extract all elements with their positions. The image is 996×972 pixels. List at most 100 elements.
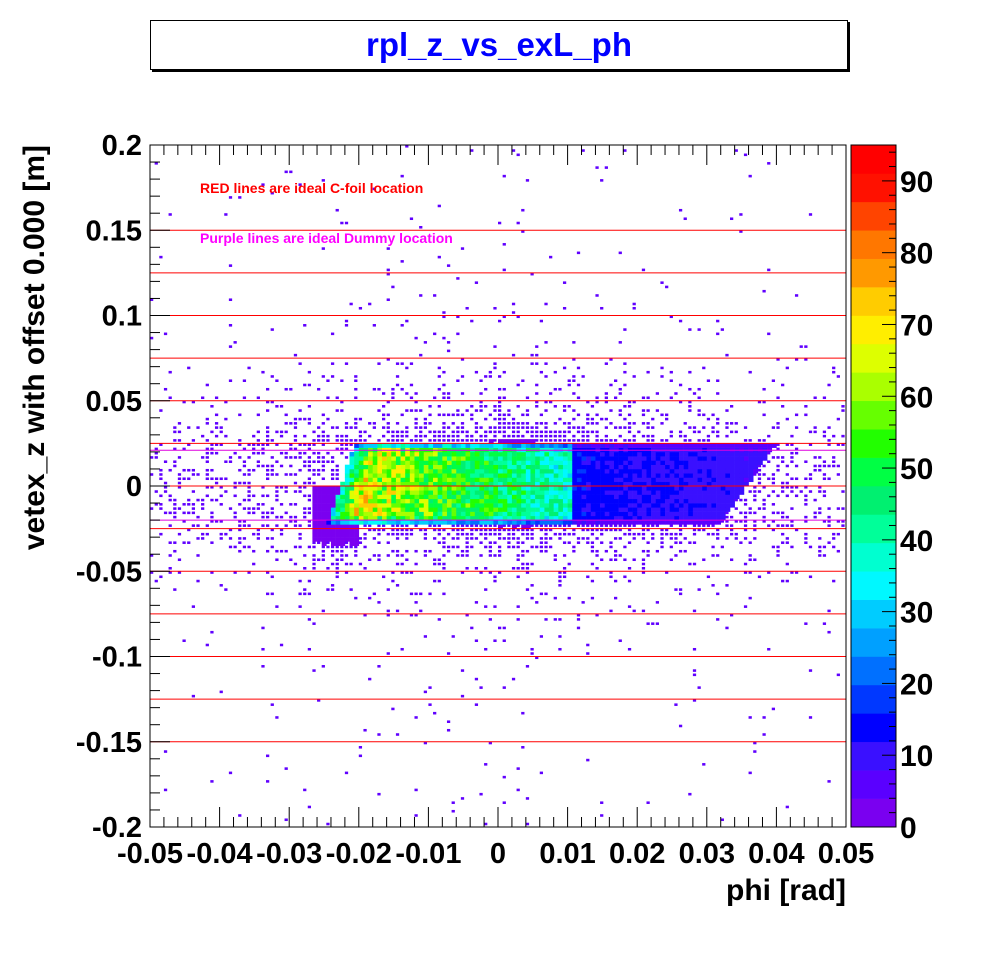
heatmap-cell [697, 387, 701, 391]
heatmap-cell [465, 503, 471, 508]
heatmap-cell [414, 511, 420, 517]
heatmap-cell [562, 520, 568, 525]
heatmap-cell [446, 413, 451, 417]
heatmap-cell [293, 503, 298, 506]
heatmap-cell [516, 221, 520, 225]
heatmap-cell [558, 477, 564, 483]
heatmap-cell [572, 341, 576, 344]
heatmap-cell [576, 439, 581, 442]
heatmap-cell [382, 490, 387, 495]
heatmap-cell [836, 464, 840, 468]
heatmap-cell [349, 490, 355, 495]
heatmap-cell [572, 528, 576, 532]
heatmap-cell [437, 468, 443, 474]
heatmap-cell [391, 571, 395, 574]
heatmap-cell [354, 477, 360, 483]
heatmap-cell [321, 498, 327, 504]
heatmap-cell [275, 558, 279, 562]
heatmap-cell [511, 503, 517, 508]
heatmap-cell [641, 528, 646, 532]
heatmap-cell [572, 409, 576, 412]
heatmap-cell [344, 426, 349, 429]
heatmap-cell [317, 426, 321, 429]
heatmap-cell [651, 524, 655, 527]
heatmap-cell [354, 498, 360, 504]
heatmap-cell [326, 541, 330, 544]
heatmap-cell [762, 443, 768, 448]
heatmap-cell [358, 430, 363, 434]
heatmap-cell [646, 439, 650, 442]
heatmap-cell [303, 434, 307, 438]
colorbar-swatch [851, 400, 896, 430]
colorbar-tick-label: 60 [900, 381, 933, 414]
heatmap-cell [660, 375, 664, 378]
heatmap-cell [182, 541, 186, 544]
heatmap-cell [382, 468, 387, 474]
heatmap-cell [498, 439, 503, 444]
heatmap-cell [757, 439, 762, 442]
heatmap-cell [511, 353, 516, 357]
heatmap-cell [488, 439, 494, 444]
heatmap-cell [214, 422, 219, 425]
heatmap-cell [586, 520, 592, 525]
heatmap-cell [488, 741, 492, 745]
heatmap-cell [674, 443, 680, 448]
heatmap-cell [419, 451, 425, 457]
heatmap-cell [604, 443, 610, 448]
heatmap-cell [484, 503, 490, 508]
heatmap-cell [442, 392, 446, 395]
heatmap-cell [562, 451, 568, 457]
heatmap-cell [794, 426, 799, 429]
heatmap-cell [535, 434, 539, 438]
heatmap-cell [576, 618, 581, 621]
heatmap-cell [460, 481, 466, 487]
colorbar-tick-label: 50 [900, 453, 933, 486]
heatmap-cell [307, 456, 312, 459]
heatmap-cell [247, 468, 251, 472]
heatmap-cell [330, 486, 336, 491]
heatmap-cell [757, 460, 763, 465]
heatmap-cell [595, 481, 601, 487]
heatmap-cell [493, 443, 499, 448]
heatmap-cell [790, 545, 794, 549]
heatmap-cell [456, 554, 460, 557]
heatmap-cell [363, 473, 369, 478]
heatmap-cell [623, 511, 629, 517]
heatmap-cell [446, 264, 451, 267]
heatmap-cell [720, 464, 726, 470]
heatmap-cell [692, 647, 697, 651]
heatmap-cell [586, 417, 590, 421]
heatmap-cell [692, 490, 698, 495]
heatmap-cell [391, 524, 395, 527]
heatmap-cell [284, 430, 288, 434]
heatmap-cell [238, 196, 242, 199]
heatmap-cell [460, 549, 465, 553]
heatmap-cell [697, 328, 701, 331]
heatmap-cell [340, 486, 346, 491]
heatmap-cell [637, 507, 643, 512]
heatmap-cell [293, 490, 298, 493]
heatmap-cell [270, 468, 274, 472]
heatmap-cell [377, 494, 383, 500]
heatmap-cell [841, 405, 845, 408]
heatmap-cell [576, 473, 582, 478]
heatmap-cell [395, 477, 401, 483]
heatmap-cell [470, 626, 474, 630]
heatmap-cell [627, 405, 632, 408]
heatmap-cell [600, 498, 606, 504]
heatmap-cell [665, 490, 670, 495]
heatmap-cell [442, 490, 448, 495]
heatmap-cell [451, 451, 457, 457]
heatmap-cell [284, 456, 288, 459]
heatmap-cell [739, 520, 743, 523]
heatmap-cell [516, 422, 520, 425]
heatmap-cell [609, 609, 613, 613]
heatmap-cell [641, 396, 646, 400]
heatmap-cell [637, 468, 643, 474]
heatmap-cell [516, 460, 522, 465]
heatmap-cell [753, 524, 757, 527]
heatmap-cell [382, 515, 387, 521]
heatmap-cell [414, 409, 418, 412]
heatmap-cell [720, 468, 726, 474]
heatmap-cell [163, 332, 168, 336]
